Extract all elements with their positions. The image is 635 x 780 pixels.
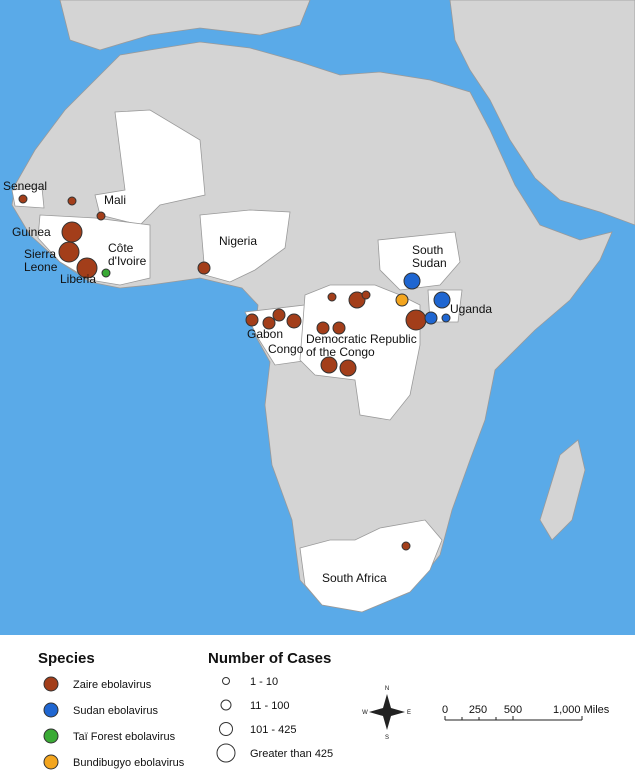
legend-label: Sudan ebolavirus — [73, 705, 159, 717]
marker — [339, 359, 357, 377]
mali — [94, 109, 206, 226]
outbreak-markers — [18, 194, 451, 551]
marker — [433, 291, 451, 309]
legend-label: Greater than 425 — [250, 748, 333, 760]
country-label: Uganda — [450, 302, 492, 316]
marker — [61, 221, 83, 243]
legend-size — [219, 722, 233, 736]
middle-east — [449, 0, 635, 226]
compass-rose — [369, 694, 405, 730]
marker — [441, 313, 451, 323]
legend-label: Zaire ebolavirus — [73, 679, 152, 691]
legend-label: Bundibugyo ebolavirus — [73, 757, 185, 769]
scale-label: 1,000 Miles — [553, 704, 610, 716]
legend-swatch — [43, 702, 59, 718]
country-label: Côte — [108, 241, 134, 255]
europe — [59, 0, 311, 51]
scale-bar — [444, 716, 583, 721]
country-label: Gabon — [247, 327, 283, 341]
legend-size — [220, 699, 232, 711]
marker — [316, 321, 330, 335]
marker — [320, 356, 338, 374]
marker — [101, 268, 111, 278]
country-label: Sudan — [412, 256, 447, 270]
compass-w: W — [362, 710, 368, 716]
marker — [403, 272, 421, 290]
legend-size — [216, 743, 236, 763]
marker — [197, 261, 211, 275]
senegal — [11, 187, 45, 209]
legend-label: 1 - 10 — [250, 676, 278, 688]
south-sudan — [377, 231, 461, 291]
legend-label: 101 - 425 — [250, 724, 296, 736]
legend-swatch — [43, 754, 59, 770]
legend-size — [222, 677, 230, 685]
country-label: Democratic Republic — [306, 332, 417, 346]
country-label: South — [412, 243, 443, 257]
legend-label: 11 - 100 — [250, 700, 290, 712]
compass-e: E — [407, 710, 411, 716]
marker — [332, 321, 346, 335]
marker — [67, 196, 77, 206]
marker — [395, 293, 409, 307]
marker — [327, 292, 337, 302]
country-label: Leone — [24, 260, 58, 274]
marker — [58, 241, 80, 263]
compass-n: N — [385, 686, 389, 692]
scale-label: 500 — [504, 704, 522, 716]
country-label: Sierra — [24, 247, 56, 261]
legend-title: Number of Cases — [208, 650, 331, 667]
marker — [424, 311, 438, 325]
country-label: Guinea — [12, 225, 51, 239]
marker — [348, 291, 366, 309]
marker — [18, 194, 28, 204]
compass-s: S — [385, 735, 389, 741]
marker — [245, 313, 259, 327]
compass: N E S W — [362, 686, 411, 741]
drc — [299, 284, 421, 421]
marker — [286, 313, 302, 329]
marker — [401, 541, 411, 551]
country-label: Nigeria — [219, 234, 257, 248]
madagascar — [539, 439, 586, 541]
country-label: Liberia — [60, 272, 96, 286]
marker — [76, 257, 98, 279]
country-label: d'Ivoire — [108, 254, 147, 268]
marker — [272, 308, 286, 322]
marker — [405, 309, 427, 331]
country-label: Senegal — [3, 179, 47, 193]
nigeria — [199, 209, 291, 283]
legend: Zaire ebolavirus Sudan ebolavirus Taï Fore… — [43, 676, 333, 770]
scale-label: 0 — [442, 704, 448, 716]
country-label: South Africa — [322, 571, 387, 585]
legend-swatch — [43, 676, 59, 692]
scale-label: 250 — [469, 704, 487, 716]
legend-panel — [0, 635, 635, 775]
legend-title: Species — [38, 650, 95, 667]
country-label: Congo — [268, 342, 304, 356]
marker — [262, 316, 276, 330]
country-label: of the Congo — [306, 345, 375, 359]
legend-label: Taï Forest ebolavirus — [73, 731, 176, 743]
marker — [96, 211, 106, 221]
legend-swatch — [43, 728, 59, 744]
country-label: Mali — [104, 193, 126, 207]
marker — [361, 290, 371, 300]
